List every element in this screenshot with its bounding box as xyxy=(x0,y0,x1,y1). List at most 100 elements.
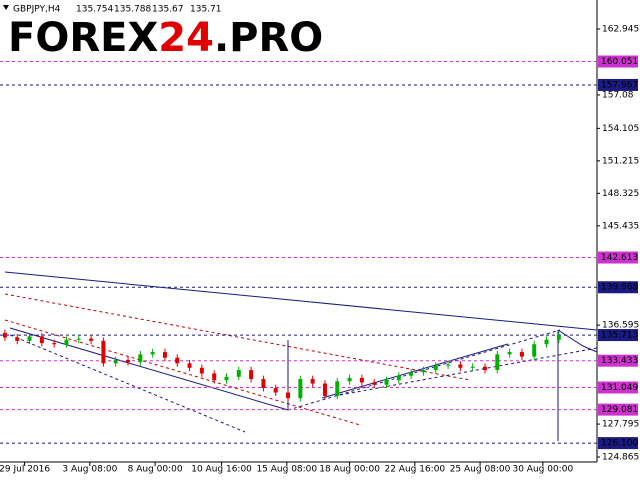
quote-value: 135.754 xyxy=(76,5,113,15)
trend-line xyxy=(287,329,561,411)
quote: 135.754 135.788 135.67 135.71 xyxy=(76,5,222,15)
trend-line xyxy=(339,347,598,396)
y-tick-label: 151.215 xyxy=(602,156,639,166)
quote-value: 135.67 xyxy=(152,5,184,15)
candle-body xyxy=(162,352,167,358)
candle-body xyxy=(76,338,81,340)
level-label-bg xyxy=(598,437,638,450)
level-label-bg xyxy=(598,381,638,394)
candle-body xyxy=(372,382,377,385)
level-label: 133.433 xyxy=(601,356,638,366)
candle-body xyxy=(64,339,69,345)
candle-body xyxy=(175,357,180,364)
level-label: 135.713 xyxy=(601,331,638,341)
candle-body xyxy=(347,377,352,382)
candle-body xyxy=(359,377,364,383)
y-tick-label: 136.595 xyxy=(602,321,639,331)
candle-body xyxy=(126,359,131,363)
level-label: 160.051 xyxy=(601,57,638,67)
x-tick-label: 18 Aug 00:00 xyxy=(319,465,380,475)
candle-body xyxy=(421,370,426,373)
quote-value: 135.71 xyxy=(190,5,222,15)
menu-arrow xyxy=(3,5,9,10)
candle-body xyxy=(495,354,500,371)
trend-line xyxy=(9,327,289,411)
level-label-bg xyxy=(598,78,638,91)
candle-body xyxy=(409,372,414,376)
candle-body xyxy=(298,379,303,399)
level-label: 131.049 xyxy=(601,383,638,393)
candle-body xyxy=(470,366,475,368)
x-tick-label: 10 Aug 16:00 xyxy=(191,465,252,475)
candle-body xyxy=(273,388,278,393)
candle-body xyxy=(113,359,118,364)
candle-body xyxy=(335,381,340,396)
x-tick-label: 15 Aug 08:00 xyxy=(256,465,317,475)
candle-body xyxy=(261,379,266,389)
level-label-bg xyxy=(598,281,638,294)
x-tick-label: 30 Aug 00:00 xyxy=(512,465,573,475)
candle-body xyxy=(27,336,32,341)
candle-body xyxy=(236,370,241,377)
candle-body xyxy=(384,380,389,385)
y-tick-label: 127.795 xyxy=(602,420,639,430)
candle-body xyxy=(199,367,204,374)
candle-body xyxy=(39,336,44,344)
candle-body xyxy=(310,379,315,384)
symbol: GBPJPY,H4 xyxy=(13,5,61,15)
candle-body xyxy=(286,392,291,399)
candle-body xyxy=(322,383,327,396)
candle-body xyxy=(458,364,463,368)
x-tick-label: 3 Aug 08:00 xyxy=(62,465,117,475)
candle-body xyxy=(2,332,7,338)
logo-part: 24 xyxy=(158,15,214,61)
quote-value: 135.788 xyxy=(114,5,151,15)
trend-line xyxy=(4,271,598,331)
candle-body xyxy=(396,375,401,381)
level-label: 157.967 xyxy=(601,80,638,90)
y-tick-label: 148.325 xyxy=(602,189,639,199)
logo-part: .PRO xyxy=(214,15,323,61)
candle-body xyxy=(556,335,561,340)
level-label: 142.613 xyxy=(601,253,638,263)
y-tick-label: 157.08 xyxy=(602,90,634,100)
level-label-bg xyxy=(598,329,638,342)
trend-line xyxy=(4,319,361,426)
candle-body xyxy=(52,343,57,345)
logo-part: FOREX xyxy=(8,15,158,61)
candle-body xyxy=(544,339,549,345)
level-label: 126.100 xyxy=(601,439,638,449)
candle-body xyxy=(433,365,438,371)
level-label: 139.968 xyxy=(601,283,638,293)
x-tick-label: 22 Aug 16:00 xyxy=(384,465,445,475)
y-tick-label: 154.105 xyxy=(602,124,639,134)
x-tick-label: 8 Aug 00:00 xyxy=(128,465,183,475)
logo: FOREX24.PRO xyxy=(8,15,323,61)
candle-body xyxy=(482,366,487,371)
trend-line xyxy=(9,334,246,433)
candle-body xyxy=(532,344,537,357)
candle-body xyxy=(446,364,451,366)
level-label-bg xyxy=(598,403,638,416)
x-tick-label: 25 Aug 08:00 xyxy=(450,465,511,475)
y-tick-label: 162.945 xyxy=(602,25,639,35)
candle-body xyxy=(15,337,20,341)
candle-body xyxy=(150,352,155,355)
trend-line xyxy=(4,293,471,381)
trend-line xyxy=(321,343,509,399)
candle-body xyxy=(138,354,143,363)
candle-body xyxy=(89,338,94,341)
candle-body xyxy=(212,373,217,381)
y-tick-label: 145.435 xyxy=(602,221,639,231)
candle-body xyxy=(224,376,229,381)
candle-body xyxy=(507,352,512,355)
candle-body xyxy=(519,352,524,357)
candle-body xyxy=(101,340,106,364)
candle-body xyxy=(249,370,254,380)
level-label: 129.081 xyxy=(601,405,638,415)
level-label-bg xyxy=(598,55,638,68)
y-tick-label: 124.865 xyxy=(602,453,639,463)
